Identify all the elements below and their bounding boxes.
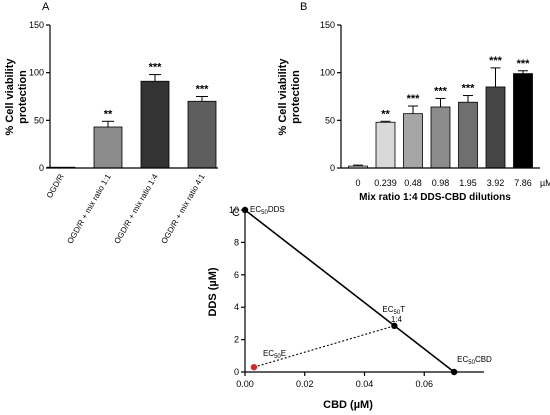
experimental-line <box>253 325 395 368</box>
x-tick-label: 1.95 <box>459 178 477 188</box>
panel-a: A % Cell viability protection 050100150 … <box>4 1 218 245</box>
data-point <box>250 363 258 371</box>
panel-b: B % Cell viability protection 050100150 … <box>277 1 550 203</box>
significance-label: ** <box>104 108 113 120</box>
significance-label: *** <box>489 55 503 67</box>
point-label: EC50DDS <box>250 205 285 216</box>
panel-a-ylabel-line2: protection <box>17 70 29 124</box>
panel-b-ylabel-line1: % Cell viability <box>277 58 289 136</box>
x-tick-label: 7.86 <box>514 178 532 188</box>
data-point <box>241 206 249 214</box>
y-tick-label: 8 <box>234 237 239 247</box>
y-tick-label: 100 <box>29 68 44 78</box>
panel-c: C DDS (µM) CBD (µM) 0 2 4 6 8 10 0.00 0.02 0.04 0… <box>207 205 492 411</box>
bar <box>485 86 506 169</box>
x-tick-label: 0.04 <box>356 379 374 389</box>
y-tick-label: 150 <box>320 20 335 30</box>
point-label: EC50CBD <box>457 355 492 366</box>
y-tick-label: 6 <box>234 270 239 280</box>
significance-label: ** <box>381 108 390 120</box>
panel-c-label: C <box>232 207 240 219</box>
y-tick-label: 0 <box>234 367 239 377</box>
significance-label: *** <box>407 93 421 105</box>
point-label: EC50T <box>382 305 405 316</box>
x-tick-label: 0.06 <box>415 379 433 389</box>
significance-label: *** <box>434 85 448 97</box>
x-tick-label: 0.00 <box>236 379 254 389</box>
x-tick-label: 0.239 <box>374 178 397 188</box>
y-tick-label: 50 <box>34 115 44 125</box>
significance-label: *** <box>517 58 531 70</box>
panel-a-label: A <box>42 1 50 13</box>
bar <box>140 80 170 169</box>
significance-label: *** <box>196 84 210 96</box>
bar <box>375 121 396 169</box>
bar <box>403 113 423 169</box>
bar <box>430 106 451 169</box>
additivity-line <box>244 209 455 373</box>
point-label-ratio: 1:4 <box>391 315 403 324</box>
x-tick-label: 3.92 <box>487 178 505 188</box>
panel-b-xlabel: Mix ratio 1:4 DDS-CBD dilutions <box>359 192 511 203</box>
y-tick-label: 10 <box>229 205 239 215</box>
y-tick-label: 4 <box>234 302 239 312</box>
y-tick-label: 0 <box>330 163 335 173</box>
bar <box>93 126 123 169</box>
x-tick-label: OGD/R + mix ratio 4:1 <box>159 172 207 245</box>
y-tick-label: 0 <box>39 163 44 173</box>
panel-c-ylabel: DDS (µM) <box>207 267 219 316</box>
y-tick-label: 100 <box>320 68 335 78</box>
significance-label: *** <box>149 62 163 74</box>
panel-b-unit: µM <box>540 178 550 188</box>
y-tick-label: 50 <box>325 115 335 125</box>
x-tick-label: 0.48 <box>404 178 422 188</box>
point-label: EC50E <box>263 349 286 360</box>
bar <box>458 101 478 169</box>
y-tick-label: 150 <box>29 20 44 30</box>
panel-b-ylabel-line2: protection <box>290 70 302 124</box>
significance-label: *** <box>462 83 476 95</box>
x-tick-label: 0 <box>355 178 360 188</box>
bar <box>187 100 217 169</box>
data-point <box>391 322 398 330</box>
x-tick-label: 0.98 <box>432 178 450 188</box>
panel-a-ylabel-line1: % Cell viability <box>4 58 16 136</box>
data-point <box>450 368 458 376</box>
x-tick-label: OGD/R <box>45 172 66 199</box>
bar <box>513 73 533 169</box>
x-tick-label: 0.02 <box>296 379 314 389</box>
y-tick-label: 2 <box>234 335 239 345</box>
panel-c-xlabel: CBD (µM) <box>323 399 373 411</box>
panel-b-label: B <box>300 1 307 13</box>
x-tick-label: OGD/R + mix ratio 1:4 <box>112 172 160 245</box>
x-tick-label: OGD/R + mix ratio 1:1 <box>65 172 113 245</box>
